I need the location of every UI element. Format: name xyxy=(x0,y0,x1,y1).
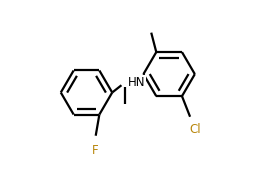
Text: HN: HN xyxy=(128,76,146,89)
Text: Cl: Cl xyxy=(189,123,201,136)
Text: F: F xyxy=(92,144,98,157)
